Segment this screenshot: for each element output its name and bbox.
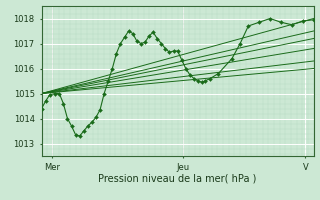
X-axis label: Pression niveau de la mer( hPa ): Pression niveau de la mer( hPa ) xyxy=(99,173,257,183)
